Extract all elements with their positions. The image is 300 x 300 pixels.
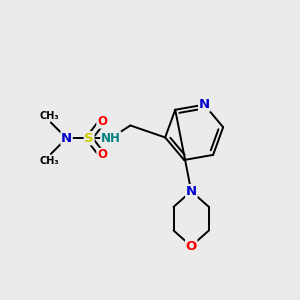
Text: CH₃: CH₃ (39, 111, 59, 121)
Text: N: N (199, 98, 210, 111)
Text: NH: NH (101, 132, 121, 145)
Text: N: N (61, 132, 72, 145)
Text: N: N (186, 185, 197, 198)
Text: S: S (84, 132, 94, 145)
Text: N: N (186, 185, 197, 198)
Text: CH₃: CH₃ (39, 156, 59, 166)
Text: O: O (97, 115, 107, 128)
Text: O: O (186, 240, 197, 253)
Text: O: O (97, 148, 107, 161)
